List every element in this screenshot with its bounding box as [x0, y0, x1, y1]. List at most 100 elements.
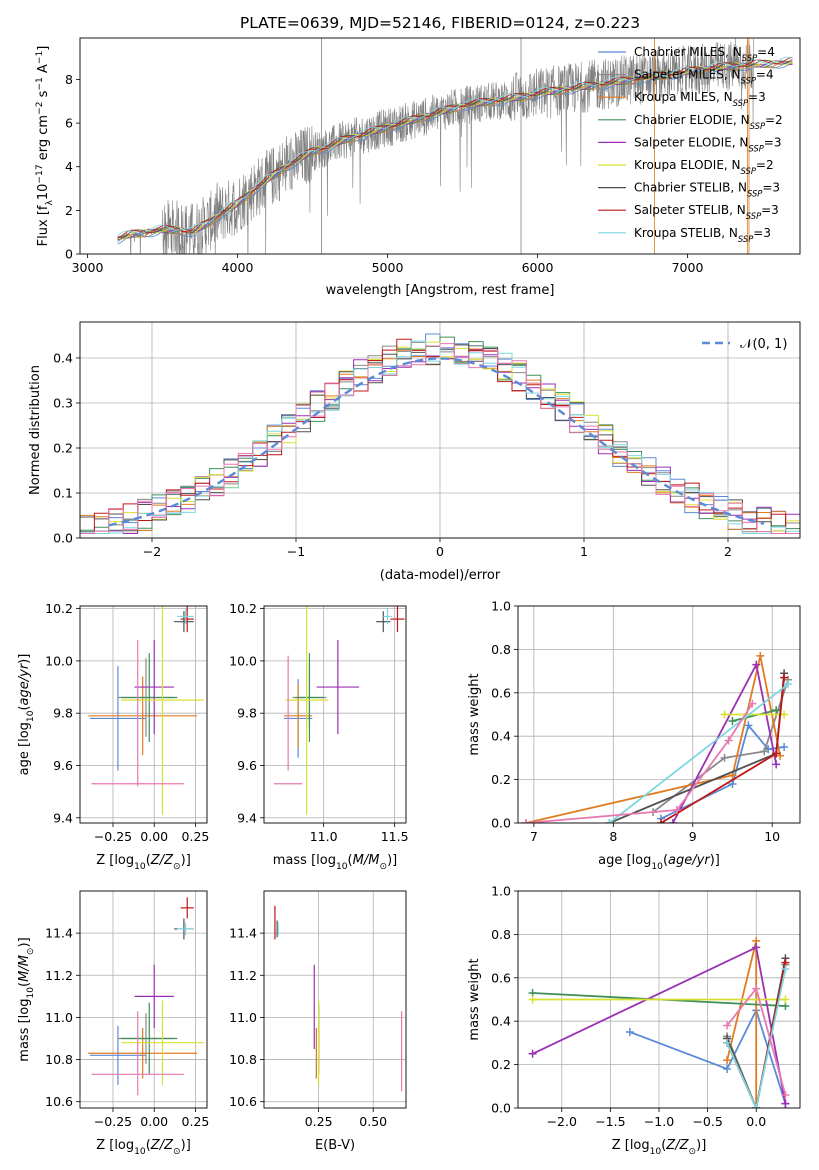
- series-marker: [748, 699, 757, 708]
- x-axis-label: wavelength [Angstrom, rest frame]: [326, 283, 555, 298]
- legend-label: Kroupa ELODIE, NSSP=2: [634, 158, 774, 176]
- mass_age-plot-area: [273, 606, 405, 816]
- series-marker: [528, 1049, 537, 1058]
- axes-frame: [79, 890, 208, 1109]
- z_mass-panel: −0.25 0.00 0.25 10.6 10.8 11.0 11.2 11.4 Z [log1…: [17, 890, 210, 1157]
- spectrum-plot-area: [117, 38, 793, 254]
- series-marker: [772, 760, 781, 769]
- x-tick-label: 0.25: [182, 829, 210, 844]
- y-tick-label: 8: [65, 72, 73, 87]
- axes-frame: [79, 321, 801, 539]
- spectrum-data-line: [120, 38, 754, 254]
- series-line: [525, 655, 781, 823]
- spectrum-model-line: [117, 60, 793, 238]
- series-marker: [625, 1028, 634, 1037]
- y-tick-label: 10.6: [45, 1094, 73, 1109]
- series-marker: [728, 717, 737, 726]
- series-marker: [668, 819, 677, 823]
- y-tick-label: 10.0: [229, 653, 257, 668]
- y-tick-label: 0.2: [491, 772, 511, 787]
- series-marker: [752, 660, 761, 669]
- ebv_mass-plot-area: [274, 905, 403, 1092]
- weight_age-panel: 7 8 9 10 0.0 0.2 0.4 0.6 0.8 1.0 mass weight age [l…: [467, 599, 801, 872]
- figure-title: PLATE=0639, MJD=52146, FIBERID=0124, z=0…: [240, 14, 640, 32]
- x-axis-label: mass [log10(M/M⊙)]: [273, 853, 397, 872]
- series-marker: [723, 1038, 732, 1047]
- axes-frame: [79, 37, 801, 255]
- x-axis-label: age [log10(age/yr)]: [598, 853, 720, 872]
- spectrum-model-line: [117, 59, 793, 241]
- series-marker: [521, 819, 530, 823]
- series-line: [726, 940, 758, 1108]
- y-tick-label: 0.6: [491, 685, 511, 700]
- series-marker: [772, 706, 781, 715]
- x-tick-label: −1.5: [595, 1114, 625, 1129]
- legend-label: Salpeter ELODIE, NSSP=3: [634, 135, 782, 153]
- x-tick-label: 9: [689, 829, 697, 844]
- x-tick-label: −0.25: [94, 829, 132, 844]
- y-tick-label: 11.4: [45, 926, 73, 941]
- series-marker: [744, 721, 753, 730]
- x-tick-label: −0.25: [94, 1114, 132, 1129]
- y-axis-label: Flux [fλ10−17 erg cm−2 s−1 A−1]: [35, 46, 55, 247]
- y-tick-label: 0.3: [53, 396, 73, 411]
- mass_age-panel: 11.0 11.5 9.4 9.6 9.8 10.0 10.2 mass [log10(M/M…: [229, 601, 409, 872]
- y-tick-label: 0.2: [53, 441, 73, 456]
- y-tick-label: 9.8: [237, 706, 257, 721]
- ebv_mass-panel: 0.25 0.50 10.6 10.8 11.0 11.2 11.4 E(B-V): [229, 890, 407, 1153]
- y-axis-label: mass weight: [467, 958, 482, 1040]
- series-marker: [772, 749, 781, 758]
- series-marker: [780, 673, 789, 682]
- x-tick-label: 0.25: [182, 1114, 210, 1129]
- x-axis-label: E(B-V): [315, 1138, 355, 1153]
- series-marker: [720, 710, 729, 719]
- x-tick-label: 0.25: [305, 1114, 333, 1129]
- legend: Chabrier MILES, NSSP=4 Salpeter MILES, NS…: [598, 45, 783, 244]
- y-tick-label: 9.8: [53, 706, 73, 721]
- axes-frame: [79, 605, 208, 824]
- panels: 3000 4000 5000 6000 7000 0 2 4 6 8 wavelength [Ang…: [17, 37, 801, 1157]
- y-tick-label: 0.8: [491, 642, 511, 657]
- x-tick-label: −1: [287, 544, 305, 559]
- x-axis-label: (data-model)/error: [380, 568, 501, 583]
- y-tick-label: 0.4: [491, 1014, 511, 1029]
- series-marker: [752, 943, 761, 952]
- y-tick-label: 0.1: [53, 486, 73, 501]
- y-axis-label: Normed distribution: [28, 365, 43, 495]
- x-tick-label: −2: [143, 544, 161, 559]
- spectrum-model-line: [117, 56, 793, 236]
- y-tick-label: 0.6: [491, 970, 511, 985]
- y-tick-label: 10.0: [45, 653, 73, 668]
- y-tick-label: 2: [65, 203, 73, 218]
- y-tick-label: 11.0: [45, 1010, 73, 1025]
- x-tick-label: 11.5: [381, 829, 409, 844]
- axes-frame: [263, 605, 407, 824]
- z_mass-plot-area: [88, 897, 204, 1096]
- x-tick-label: −0.5: [692, 1114, 722, 1129]
- x-tick-label: 8: [609, 829, 617, 844]
- y-axis-label: mass [log10(M/M⊙)]: [17, 937, 36, 1061]
- y-tick-label: 4: [65, 159, 73, 174]
- legend-label: Salpeter MILES, NSSP=4: [634, 68, 774, 86]
- y-tick-label: 11.2: [229, 968, 257, 983]
- x-tick-label: −2.0: [547, 1114, 577, 1129]
- spectrum-model-line: [117, 56, 793, 239]
- x-tick-label: 10: [764, 829, 780, 844]
- axes-frame: [517, 605, 801, 824]
- series-line: [629, 1007, 787, 1104]
- series-marker: [528, 995, 537, 1004]
- residuals-plot-area: [80, 333, 800, 534]
- x-tick-label: 7: [530, 829, 538, 844]
- y-tick-label: 6: [65, 116, 73, 131]
- y-tick-label: 10.8: [45, 1052, 73, 1067]
- weight_age-plot-area: [521, 651, 793, 823]
- series-marker: [672, 805, 681, 814]
- y-tick-label: 11.0: [229, 1010, 257, 1025]
- legend-label: Salpeter STELIB, NSSP=3: [634, 203, 779, 221]
- y-tick-label: 9.6: [53, 758, 73, 773]
- series-marker: [720, 753, 729, 762]
- y-tick-label: 0.2: [491, 1057, 511, 1072]
- axes-frame: [263, 890, 407, 1109]
- y-tick-label: 0.0: [491, 816, 511, 831]
